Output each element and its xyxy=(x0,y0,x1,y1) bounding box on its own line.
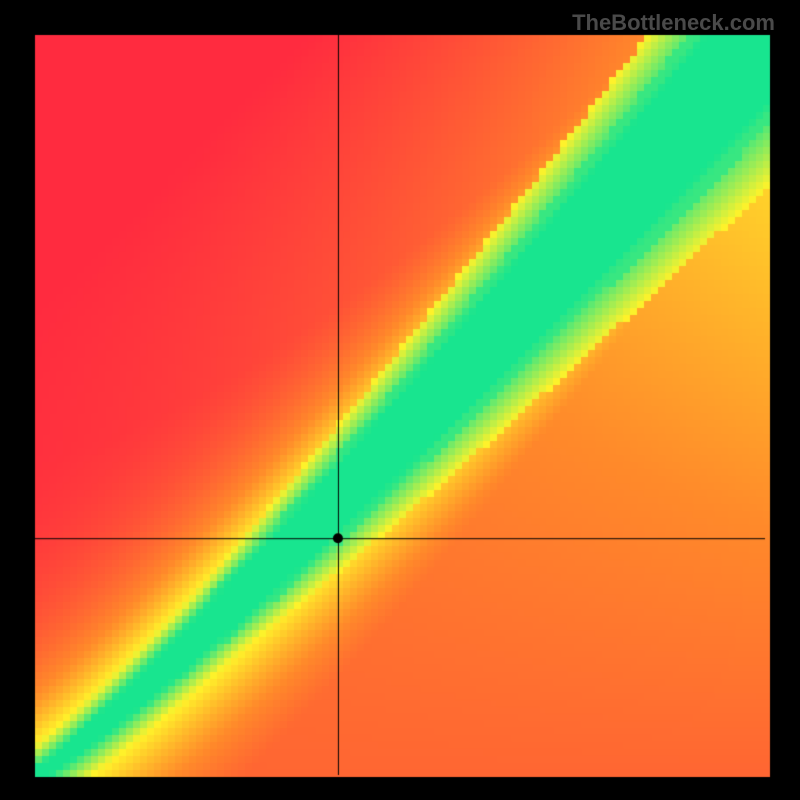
bottleneck-heatmap xyxy=(0,0,800,800)
watermark-text: TheBottleneck.com xyxy=(572,10,775,36)
